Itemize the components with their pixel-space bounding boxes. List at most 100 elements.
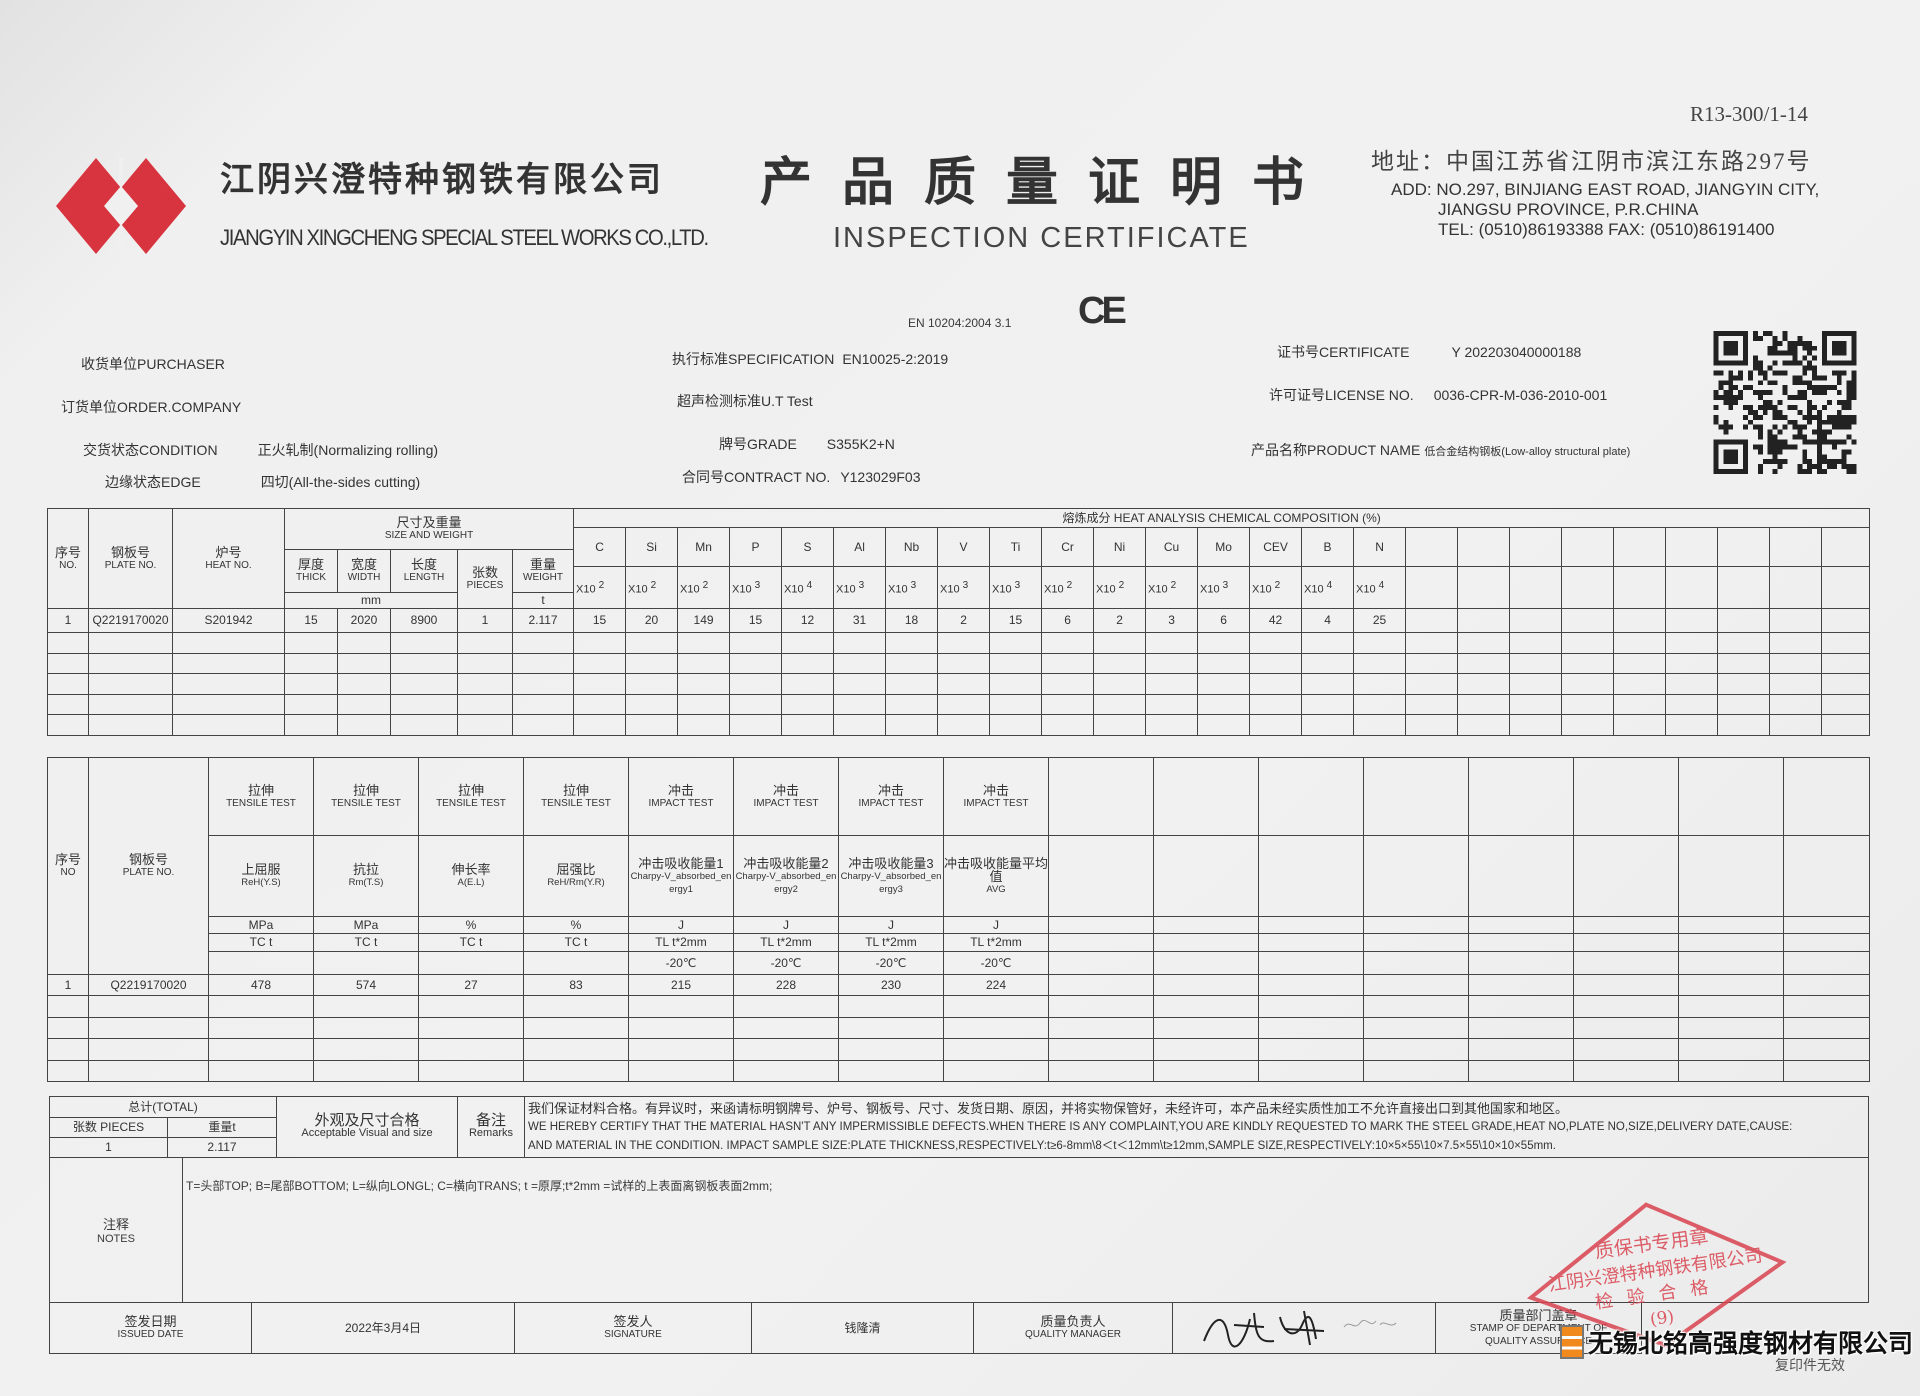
header-row: TC t TC t TC t TC t TL t*2mm TL t*2mm TL t*2mm… — [48, 933, 1870, 952]
factor-base: X10 — [784, 583, 804, 596]
empty-cell — [1093, 652, 1147, 675]
empty-cell — [390, 673, 458, 695]
empty-cell — [1821, 693, 1871, 716]
empty-cell — [1561, 566, 1615, 609]
empty-cell — [1783, 1038, 1870, 1061]
empty-cell — [733, 1038, 839, 1061]
element-factor: X10 3 — [729, 566, 783, 609]
factor-base: X10 — [888, 583, 908, 596]
empty-cell — [1717, 693, 1771, 716]
factor-exponent: 2 — [650, 579, 657, 591]
header-row: 序号 NO 钢板号 PLATE NO. 拉伸 TENSILE TEST 拉伸 TENSILE … — [47, 757, 1870, 975]
empty-cell — [885, 632, 939, 654]
empty-cell — [172, 632, 285, 654]
empty-cell — [1613, 714, 1667, 736]
empty-row — [47, 693, 1871, 716]
empty-cell — [989, 652, 1043, 675]
cell-al: 31 — [833, 608, 887, 633]
empty-cell — [1197, 632, 1251, 654]
stamp-department-label: 质量部门盖章 STAMP OF DEPARTMENT OF QUALITY ASSU… — [1435, 1302, 1642, 1354]
test-dir-8: TL t*2mm — [943, 933, 1049, 952]
test-cn-1-cn: 拉伸 — [247, 782, 274, 798]
test-cn-8: 冲击 IMPACT TEST — [943, 757, 1049, 836]
notes-label: 注释 NOTES — [50, 1157, 183, 1302]
empty-cell — [511, 673, 575, 695]
unit-t: t — [511, 592, 575, 609]
test-prop_cn-4-en: ReH/Rm(Y.R) — [547, 877, 605, 888]
empty-cell — [1457, 566, 1511, 609]
pieces-header-en: PIECES — [466, 580, 504, 591]
address-en: ADD: NO.297, BINJIANG EAST ROAD, JIANGYI… — [1391, 180, 1819, 240]
cell-test-2: 574 — [313, 974, 419, 996]
total-weight-label: 重量t — [167, 1117, 277, 1138]
empty-cell — [729, 673, 783, 695]
empty-cell — [1665, 632, 1719, 654]
mechanical-properties-table: 序号 NO 钢板号 PLATE NO. 拉伸 TENSILE TEST 拉伸 TENSILE … — [47, 757, 1870, 1082]
empty-cell — [1783, 1059, 1870, 1082]
empty-cell — [885, 652, 939, 675]
empty-cell — [47, 1038, 89, 1061]
element-factor: X10 4 — [1301, 566, 1355, 609]
empty-cell — [1783, 951, 1870, 975]
width-header-en: WIDTH — [347, 572, 381, 583]
test-cn-2-cn: 拉伸 — [352, 782, 379, 798]
empty-cell — [337, 673, 391, 695]
length-header-cn: 长度 — [410, 557, 437, 572]
empty-cell — [1405, 652, 1459, 675]
empty-cell — [729, 652, 783, 675]
empty-cell — [1468, 916, 1574, 934]
test-prop_cn-8-cn: 冲击吸收能量平均值 — [944, 855, 1049, 884]
tel-fax: TEL: (0510)86193388 FAX: (0510)86191400 — [1438, 220, 1775, 239]
watermark-text: 无锡北铭高强度钢材有限公司 — [1588, 1330, 1914, 1358]
empty-cell — [418, 1016, 524, 1039]
test-cn-8-en: IMPACT TEST — [963, 797, 1029, 809]
signature-label: 签发人 SIGNATURE — [514, 1302, 752, 1354]
empty-cell — [1613, 566, 1667, 609]
empty-cell — [1041, 652, 1095, 675]
header-row: 序号 NO. 钢板号 PLATE NO. 炉号 HEAT NO. 尺寸及重量 SIZE AND… — [47, 508, 1871, 609]
company-logo — [56, 158, 186, 254]
empty-cell — [989, 673, 1043, 695]
empty-cell — [88, 714, 173, 736]
empty-cell — [677, 632, 731, 654]
test-prop_cn-4: 屈强比 ReH/Rm(Y.R) — [523, 835, 629, 917]
test-prop_cn-7: 冲击吸收能量3 Charpy-V_absorbed_energy3 — [838, 835, 944, 917]
empty-cell — [1783, 757, 1870, 836]
qr-code[interactable] — [1709, 331, 1861, 474]
empty-cell — [1678, 995, 1784, 1018]
empty-cell — [781, 632, 835, 654]
element-factor: X10 2 — [1145, 566, 1199, 609]
empty-row — [47, 1059, 1870, 1082]
empty-cell — [1363, 951, 1469, 975]
element-c: C — [573, 527, 627, 567]
factor-exponent: 2 — [598, 579, 605, 591]
cell-c: 15 — [573, 608, 627, 633]
empty-cell — [1041, 632, 1095, 654]
empty-cell — [172, 714, 285, 736]
grade-label: 牌号GRADE — [719, 436, 797, 452]
test-prop_cn-5: 冲击吸收能量1 Charpy-V_absorbed_energy1 — [628, 835, 734, 917]
empty-cell — [1249, 714, 1303, 736]
element-factor: X10 3 — [937, 566, 991, 609]
empty-cell — [390, 632, 458, 654]
empty-cell — [677, 652, 731, 675]
empty-cell — [838, 1059, 944, 1082]
empty-cell — [1561, 652, 1615, 675]
remarks-text: 我们保证材料合格。有异议时，来函请标明钢牌号、炉号、钢板号、尺寸、发货日期、原因… — [524, 1096, 1869, 1158]
cell-cr: 6 — [1041, 608, 1095, 633]
empty-cell — [833, 693, 887, 716]
empty-cell — [1509, 652, 1563, 675]
cell-test-8: 224 — [943, 974, 1049, 996]
test-prop_cn-7-cn: 冲击吸收能量3 — [848, 855, 934, 871]
cell-plate: Q2219170020 — [88, 974, 209, 996]
empty-cell — [47, 1059, 89, 1082]
empty-cell — [1769, 527, 1823, 567]
empty-cell — [1363, 974, 1469, 996]
empty-cell — [1821, 714, 1871, 736]
plate-header-cn: 钢板号 — [128, 852, 168, 867]
product-value: 低合金结构钢板(Low-alloy structural plate) — [1424, 446, 1631, 458]
empty-cell — [337, 714, 391, 736]
empty-cell — [1048, 1038, 1154, 1061]
empty-cell — [511, 714, 575, 736]
document-title-cn: 产品质量证明书 — [760, 155, 1335, 212]
